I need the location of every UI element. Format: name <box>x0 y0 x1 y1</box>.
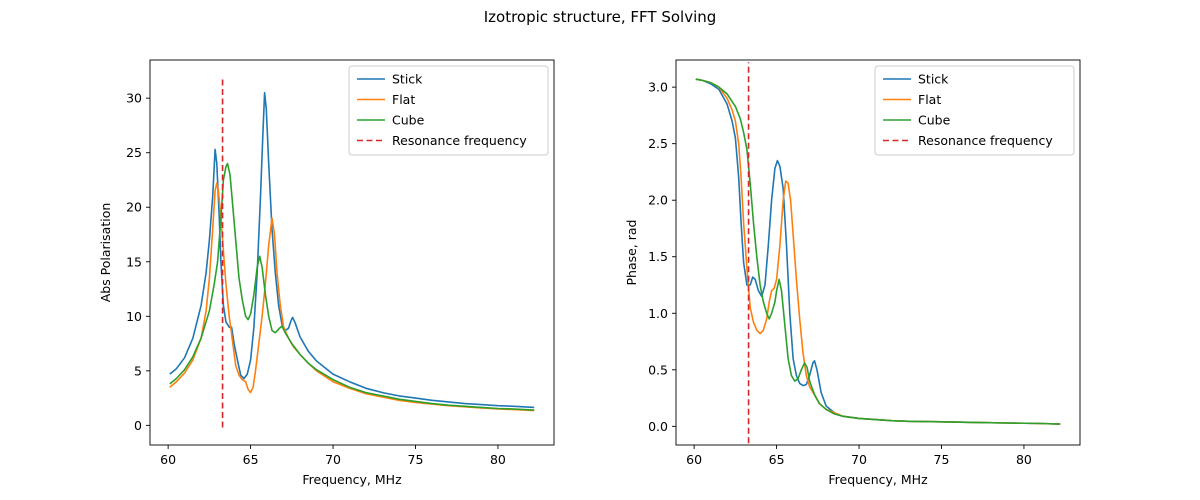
x-tick-label: 75 <box>934 452 950 467</box>
y-tick-label: 2.5 <box>648 136 668 151</box>
y-tick-label: 0 <box>134 418 142 433</box>
x-axis-label: Frequency, MHz <box>302 472 402 487</box>
x-tick-label: 65 <box>769 452 785 467</box>
x-tick-label: 70 <box>851 452 867 467</box>
x-tick-label: 65 <box>243 452 259 467</box>
axes-frame <box>675 59 1081 446</box>
legend-box <box>348 65 549 156</box>
x-tick-label: 60 <box>160 452 176 467</box>
series-line-flat <box>169 182 535 412</box>
y-tick-label: 25 <box>126 145 142 160</box>
y-tick-label: 2.0 <box>648 193 668 208</box>
legend-label: Resonance frequency <box>392 133 527 148</box>
x-tick-label: 80 <box>1016 452 1032 467</box>
legend-label: Flat <box>918 92 941 107</box>
y-tick-label: 5 <box>134 363 142 378</box>
x-tick-label: 60 <box>686 452 702 467</box>
legend-label: Cube <box>392 113 425 128</box>
y-tick-label: 1.0 <box>648 306 668 321</box>
legend-label: Cube <box>918 113 951 128</box>
y-tick-label: 30 <box>126 91 142 106</box>
subplot-phase: 60 65 70 75 80 0.0 0.5 1.0 1.5 2.0 2.5 3.0 Frequency… <box>624 59 1081 487</box>
x-tick-label: 70 <box>325 452 341 467</box>
y-tick-label: 3.0 <box>648 80 668 95</box>
legend-label: Stick <box>392 72 423 87</box>
series-line-cube <box>169 162 535 411</box>
series-line-stick <box>169 91 535 409</box>
y-axis-label: Phase, rad <box>624 219 639 285</box>
legend: Stick Flat Cube Resonance frequency <box>874 65 1075 156</box>
subplot-abs-polarisation: 60 65 70 75 80 0 5 10 15 20 25 30 Frequency, MHz Abs … <box>98 59 555 487</box>
y-tick-label: 20 <box>126 200 142 215</box>
legend-label: Flat <box>392 92 415 107</box>
y-tick-label: 0.5 <box>648 362 668 377</box>
y-tick-label: 10 <box>126 309 142 324</box>
legend-label: Resonance frequency <box>918 133 1053 148</box>
legend-label: Stick <box>918 72 949 87</box>
legend: Stick Flat Cube Resonance frequency <box>348 65 549 156</box>
y-tick-label: 15 <box>126 254 142 269</box>
figure-suptitle: Izotropic structure, FFT Solving <box>484 8 717 26</box>
series-line-cube <box>695 78 1061 425</box>
x-tick-label: 75 <box>408 452 424 467</box>
axes-frame <box>149 59 555 446</box>
x-axis-label: Frequency, MHz <box>828 472 928 487</box>
x-tick-label: 80 <box>490 452 506 467</box>
y-tick-label: 0.0 <box>648 419 668 434</box>
legend-box <box>874 65 1075 156</box>
y-axis-label: Abs Polarisation <box>98 203 113 303</box>
y-tick-label: 1.5 <box>648 249 668 264</box>
